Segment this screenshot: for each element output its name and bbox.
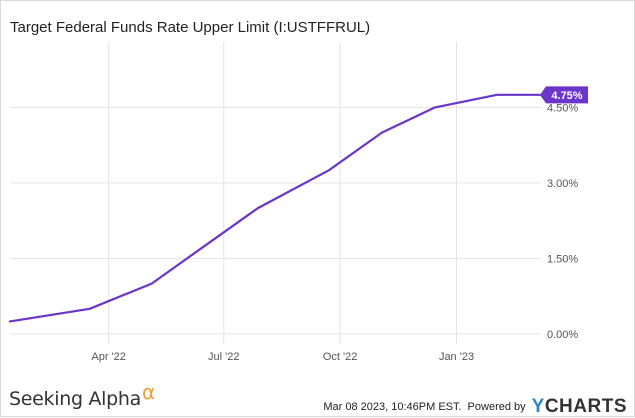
powered-by-text: Powered by <box>467 401 526 413</box>
series-group <box>8 93 542 323</box>
footer-meta: Mar 08 2023, 10:46PM EST. Powered by YCH… <box>323 396 627 418</box>
y-tick-label: 3.00% <box>547 178 578 190</box>
x-tick-label: Oct '22 <box>323 351 358 363</box>
seeking-alpha-logo: Seeking Alphaα <box>9 380 155 410</box>
x-axis-tick-labels: Apr '22 Jul '22 Oct '22 Jan '23 <box>91 351 474 363</box>
last-value-badge-shape <box>540 86 588 104</box>
series-line <box>8 93 542 323</box>
last-value-label: 4.75% <box>551 90 582 102</box>
last-value-badge: 4.75% <box>540 86 588 104</box>
timestamp: Mar 08 2023, 10:46PM EST. <box>323 401 462 413</box>
horizontal-gridlines <box>10 106 540 335</box>
x-tick-label: Jan '23 <box>439 351 474 363</box>
ycharts-logo[interactable]: YCHARTS <box>531 396 627 417</box>
chart-title: Target Federal Funds Rate Upper Limit (I… <box>10 19 371 36</box>
alpha-icon: α <box>142 380 155 404</box>
y-tick-label: 4.50% <box>547 102 578 114</box>
y-tick-label: 0.00% <box>547 329 578 341</box>
y-axis-tick-labels: 0.00% 1.50% 3.00% 4.50% <box>547 102 578 340</box>
x-tick-label: Apr '22 <box>91 351 126 363</box>
x-tick-label: Jul '22 <box>208 351 239 363</box>
y-tick-label: 1.50% <box>547 253 578 265</box>
vertical-gridlines <box>108 42 458 344</box>
